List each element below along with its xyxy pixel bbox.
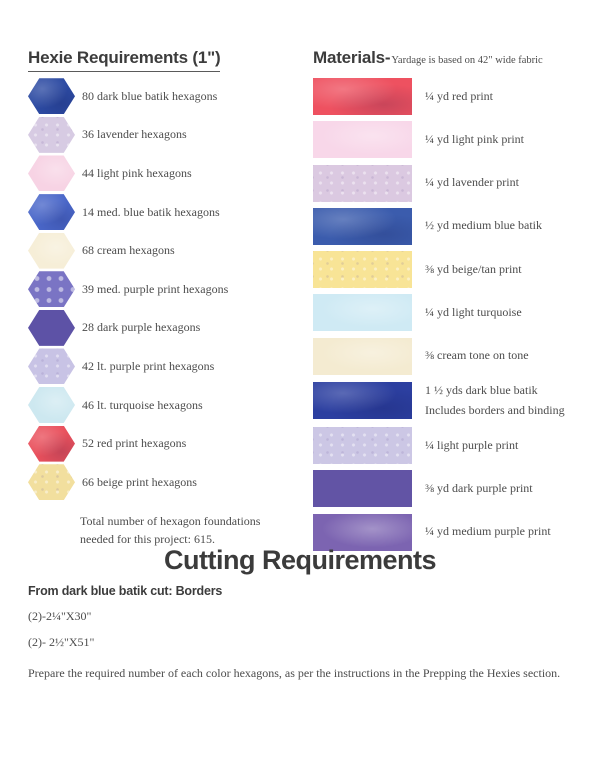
total-note-line2: needed for this project: 615. — [80, 532, 215, 547]
cutting-body: From dark blue batik cut: Borders (2)-2¼… — [28, 584, 573, 683]
material-row: ½ yd medium blue batik — [313, 207, 588, 245]
material-label: ½ yd medium blue batik — [425, 218, 542, 233]
hexie-label: 39 med. purple print hexagons — [82, 281, 229, 296]
fabric-swatch-lavender-print — [313, 164, 412, 202]
hexie-label: 46 lt. turquoise hexagons — [82, 397, 203, 412]
fabric-swatch-light-pink-print — [313, 121, 412, 159]
hexagon-swatch-med-blue-batik — [28, 194, 75, 231]
hexie-label: 68 cream hexagons — [82, 243, 175, 258]
material-row: ⅜ cream tone on tone — [313, 337, 588, 375]
hexie-row: 14 med. blue batik hexagons — [28, 193, 306, 232]
hexie-row: 66 beige print hexagons — [28, 463, 306, 502]
hexagon-swatch-red-print — [28, 425, 75, 462]
hexie-row: 80 dark blue batik hexagons — [28, 77, 306, 116]
material-label: ⅜ yd beige/tan print — [425, 261, 522, 276]
material-row: ¼ yd lavender print — [313, 164, 588, 202]
material-row: ¼ yd medium purple print — [313, 513, 588, 551]
hexie-label: 42 lt. purple print hexagons — [82, 358, 215, 373]
fabric-swatch-light-purple-print — [313, 426, 412, 464]
material-row: ¼ light purple print — [313, 426, 588, 464]
material-label: ¼ yd medium purple print — [425, 524, 551, 539]
materials-title: Materials- — [313, 48, 391, 67]
material-label-line2: Includes borders and binding — [425, 402, 565, 417]
fabric-swatch-medium-purple-print — [313, 513, 412, 551]
material-label: ¼ yd light turquoise — [425, 305, 522, 320]
materials-header: Materials- Yardage is based on 42" wide … — [313, 48, 588, 68]
material-label: ¼ yd lavender print — [425, 175, 519, 190]
hexie-row: 39 med. purple print hexagons — [28, 270, 306, 309]
hexie-row: 28 dark purple hexagons — [28, 309, 306, 348]
fabric-swatch-cream-tone-on-tone — [313, 337, 412, 375]
cut-dimension-line2: (2)- 2½"X51" — [28, 635, 95, 649]
hexie-label: 36 lavender hexagons — [82, 127, 187, 142]
hexie-label: 44 light pink hexagons — [82, 165, 192, 180]
hexagon-swatch-lt-purple-print — [28, 348, 75, 385]
fabric-swatch-beige-tan-print — [313, 251, 412, 289]
total-note-line1: Total number of hexagon foundations — [80, 513, 261, 528]
material-label: ¼ yd red print — [425, 88, 493, 103]
hexie-row: 68 cream hexagons — [28, 231, 306, 270]
hexagon-swatch-light-pink — [28, 155, 75, 192]
material-label: ⅜ yd dark purple print — [425, 480, 533, 495]
hexie-row: 44 light pink hexagons — [28, 154, 306, 193]
material-row: ¼ yd light pink print — [313, 121, 588, 159]
material-label-line1: 1 ½ yds dark blue batik — [425, 383, 538, 398]
hexie-list: 80 dark blue batik hexagons 36 lavender … — [28, 77, 306, 502]
materials-list: ¼ yd red print ¼ yd light pink print ¼ y… — [313, 78, 588, 551]
hexie-row: 36 lavender hexagons — [28, 116, 306, 155]
hexagon-swatch-lt-turquoise — [28, 387, 75, 424]
hexagon-swatch-dark-purple — [28, 309, 75, 346]
material-row: ¼ yd light turquoise — [313, 294, 588, 332]
total-foundations-note: Total number of hexagon foundations need… — [80, 512, 280, 549]
material-label: 1 ½ yds dark blue batik Includes borders… — [425, 381, 565, 421]
material-row: ¼ yd red print — [313, 78, 588, 115]
cutting-requirements-title: Cutting Requirements — [163, 545, 437, 575]
material-label: ¼ yd light pink print — [425, 131, 524, 146]
hexie-label: 14 med. blue batik hexagons — [82, 204, 220, 219]
hexagon-swatch-beige-print — [28, 464, 75, 501]
fabric-swatch-dark-purple-print — [313, 470, 412, 508]
materials-subtitle: Yardage is based on 42" wide fabric — [391, 55, 543, 66]
hexie-label: 80 dark blue batik hexagons — [82, 88, 218, 103]
fabric-swatch-red-print — [313, 78, 412, 115]
hexie-requirements-section: Hexie Requirements (1") 80 dark blue bat… — [28, 48, 306, 549]
material-row: ⅜ yd dark purple print — [313, 470, 588, 508]
hexie-row: 52 red print hexagons — [28, 424, 306, 463]
hexie-requirements-title: Hexie Requirements (1") — [28, 48, 221, 72]
material-row: ⅜ yd beige/tan print — [313, 251, 588, 289]
material-label: ¼ light purple print — [425, 437, 519, 452]
material-row: 1 ½ yds dark blue batik Includes borders… — [313, 381, 588, 421]
fabric-swatch-light-turquoise — [313, 294, 412, 332]
hexie-row: 42 lt. purple print hexagons — [28, 347, 306, 386]
cutting-instructions-paragraph: Prepare the required number of each colo… — [28, 666, 561, 680]
material-label: ⅜ cream tone on tone — [425, 348, 529, 363]
fabric-swatch-medium-blue-batik — [313, 207, 412, 245]
hexagon-swatch-cream — [28, 232, 75, 269]
hexie-label: 28 dark purple hexagons — [82, 320, 201, 335]
hexie-label: 66 beige print hexagons — [82, 474, 197, 489]
cut-dimension-line1: (2)-2¼"X30" — [28, 609, 92, 623]
fabric-swatch-dark-blue-batik — [313, 382, 412, 420]
materials-section: Materials- Yardage is based on 42" wide … — [313, 48, 588, 557]
hexie-label: 52 red print hexagons — [82, 436, 187, 451]
hexie-row: 46 lt. turquoise hexagons — [28, 386, 306, 425]
hexagon-swatch-dark-blue-batik — [28, 78, 75, 115]
cutting-subheading: From dark blue batik cut: Borders — [28, 584, 223, 598]
cutting-requirements-section: Cutting Requirements From dark blue bati… — [0, 545, 600, 683]
hexagon-swatch-med-purple-print — [28, 271, 75, 308]
hexagon-swatch-lavender — [28, 116, 75, 153]
